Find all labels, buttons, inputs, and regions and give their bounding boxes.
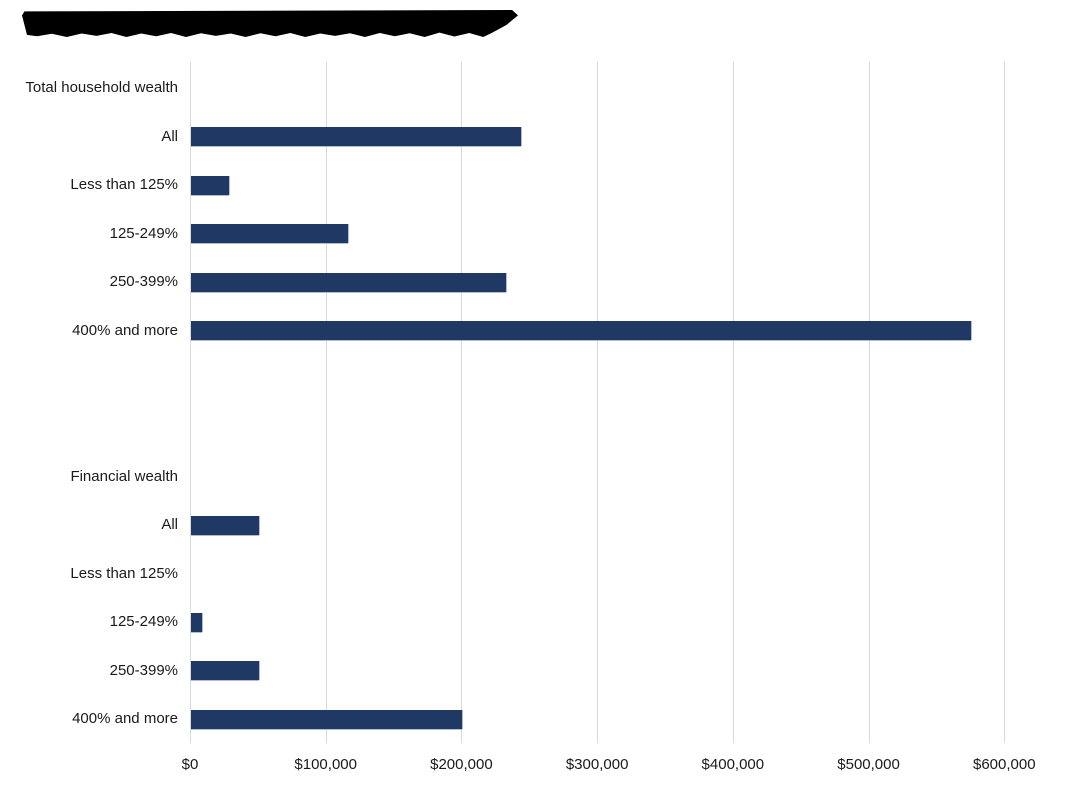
category-label: 250-399% [109,273,178,290]
bar [191,272,506,292]
x-axis-tick-label: $400,000 [701,756,765,773]
category-label: All [161,127,178,145]
bar [191,224,348,243]
category-label: 400% and more [72,710,178,727]
gridline [732,62,734,743]
category-label: 250-399% [109,661,178,679]
bar [191,321,971,340]
category-label: Less than 125% [70,564,178,582]
bar [191,661,259,680]
bar [191,612,202,632]
category-label: Less than 125% [70,176,178,193]
gridline [461,62,463,743]
bar [191,515,259,535]
section-header-label: Total household wealth [25,79,178,96]
gridline [597,62,599,743]
category-label: 125-249% [109,613,178,630]
x-axis-tick-label: $500,000 [837,756,900,773]
bar [191,175,229,195]
bar [191,127,521,146]
x-axis-tick-label: $100,000 [294,756,357,773]
category-label: 125-249% [109,224,178,242]
x-axis-tick-label: $300,000 [565,756,629,773]
category-label: 400% and more [72,321,178,339]
gridline [1004,62,1006,743]
gridline [325,62,327,743]
x-axis-tick-label: $200,000 [430,756,493,773]
gridline [190,62,191,743]
x-axis-tick-label: $0 [181,756,199,773]
redacted-title-bar [22,10,519,37]
gridline [868,62,870,743]
bar [191,709,462,729]
x-axis-tick-label: $600,000 [972,756,1036,773]
section-header-label: Financial wealth [70,467,178,485]
category-label: All [161,516,178,533]
